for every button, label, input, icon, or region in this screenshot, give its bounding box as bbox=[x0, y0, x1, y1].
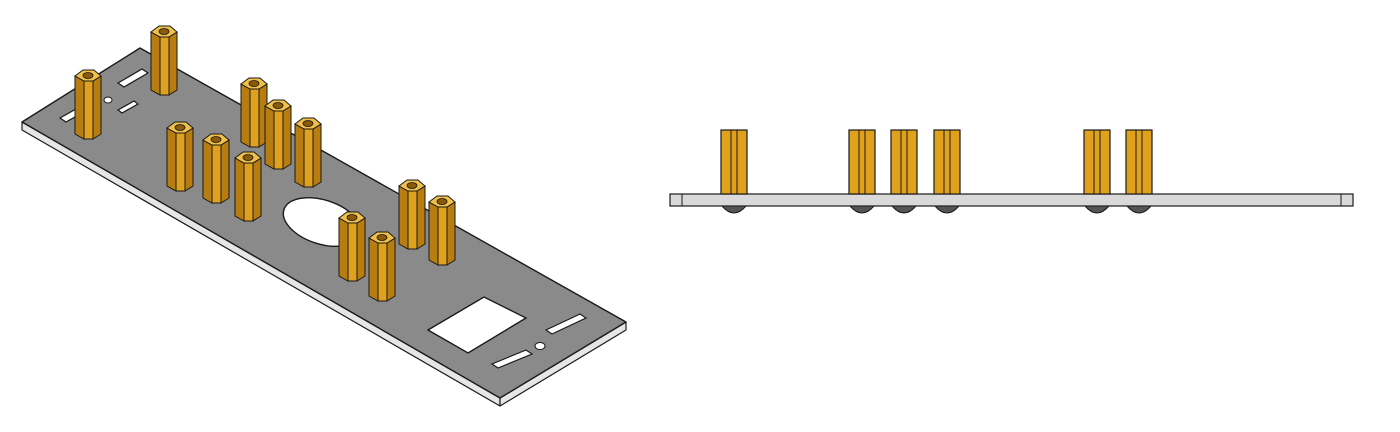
small-hole bbox=[103, 96, 113, 104]
brass-standoff bbox=[240, 77, 268, 148]
brass-standoff bbox=[368, 231, 396, 302]
slot-cutout bbox=[116, 68, 150, 88]
brass-standoff bbox=[338, 211, 366, 282]
screw-head bbox=[933, 205, 961, 214]
brass-standoff bbox=[264, 99, 292, 170]
side-standoff bbox=[848, 129, 876, 214]
brass-standoff bbox=[398, 179, 426, 250]
screw-head bbox=[890, 205, 918, 214]
side-standoff bbox=[1125, 129, 1153, 214]
slot-cutout bbox=[490, 349, 534, 369]
small-hole bbox=[534, 342, 546, 350]
brass-standoff bbox=[294, 117, 322, 188]
side-standoff bbox=[933, 129, 961, 214]
screw-head bbox=[720, 205, 748, 214]
slot-cutout bbox=[116, 100, 140, 114]
isometric-view bbox=[21, 25, 627, 407]
brass-standoff bbox=[74, 69, 102, 140]
brass-standoff bbox=[428, 195, 456, 266]
screw-head bbox=[848, 205, 876, 214]
side-standoff bbox=[720, 129, 748, 214]
screw-head bbox=[1083, 205, 1111, 214]
brass-standoff bbox=[166, 121, 194, 192]
screw-head bbox=[1125, 205, 1153, 214]
side-plate bbox=[669, 193, 1354, 207]
slot-cutout bbox=[544, 313, 588, 335]
brass-standoff bbox=[202, 133, 230, 204]
square-window bbox=[426, 296, 528, 354]
brass-standoff bbox=[150, 25, 178, 96]
brass-standoff bbox=[234, 151, 262, 222]
side-standoff bbox=[1083, 129, 1111, 214]
side-standoff bbox=[890, 129, 918, 214]
